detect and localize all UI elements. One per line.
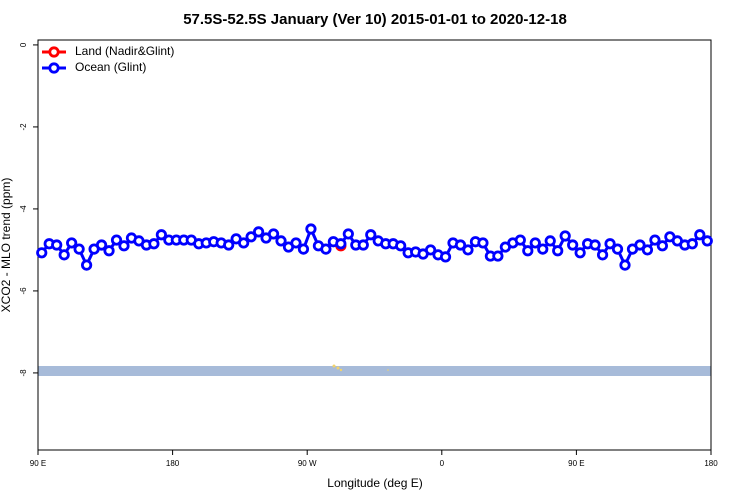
y-tick-label: -4: [19, 205, 28, 213]
data-point: [477, 237, 489, 249]
x-tick-label: 180: [166, 459, 180, 468]
data-point: [267, 228, 280, 240]
data-point: [439, 251, 452, 263]
data-point: [424, 244, 437, 256]
data-point: [275, 235, 287, 247]
data-point: [694, 229, 706, 241]
data-point: [297, 243, 310, 255]
data-point: [223, 239, 235, 251]
legend: Land (Nadir&Glint) Ocean (Glint): [42, 44, 174, 74]
chart-title: 57.5S-52.5S January (Ver 10) 2015-01-01 …: [183, 11, 567, 28]
data-point: [619, 259, 631, 271]
data-point: [462, 244, 474, 256]
legend-label: Land (Nadir&Glint): [75, 44, 174, 58]
x-tick-label: 90 E: [30, 459, 46, 468]
data-point: [454, 239, 467, 251]
data-point: [574, 247, 586, 259]
data-point: [118, 240, 130, 252]
data-point: [365, 229, 377, 241]
ocean-strip: [38, 366, 711, 376]
data-point: [148, 238, 160, 250]
x-tick-label: 90 W: [298, 459, 317, 468]
land-speck: [332, 364, 336, 368]
data-point: [686, 238, 698, 250]
data-point: [320, 243, 332, 255]
data-point: [589, 239, 601, 251]
data-point: [604, 238, 616, 250]
data-point: [73, 243, 85, 255]
data-point: [155, 229, 167, 241]
x-tick-label: 0: [440, 459, 445, 468]
data-point: [567, 239, 579, 251]
data-point: [649, 234, 661, 246]
y-tick-label: -8: [19, 369, 28, 377]
data-point: [529, 237, 541, 249]
data-point: [634, 239, 646, 251]
data-point: [290, 237, 302, 249]
data-point: [95, 239, 108, 251]
data-point: [395, 240, 407, 252]
land-speck: [336, 366, 340, 370]
legend-marker: [48, 46, 60, 58]
land-speck: [339, 368, 343, 372]
data-point: [537, 243, 549, 255]
data-point: [245, 231, 257, 243]
data-point: [641, 244, 654, 256]
data-point: [522, 245, 534, 257]
data-point: [335, 238, 347, 250]
legend-marker: [48, 62, 60, 74]
y-tick-label: 0: [19, 42, 28, 47]
x-tick-label: 90 E: [568, 459, 584, 468]
data-point: [51, 239, 63, 251]
data-point: [544, 235, 556, 247]
x-tick-label: 180: [704, 459, 718, 468]
data-point: [103, 245, 115, 257]
data-point: [596, 249, 609, 261]
land-speck: [387, 369, 389, 371]
series: [36, 223, 713, 271]
data-point: [357, 239, 369, 251]
map-strip: [38, 364, 711, 376]
data-point: [81, 259, 93, 271]
data-point: [492, 250, 504, 262]
data-point: [559, 230, 571, 242]
data-point: [66, 237, 78, 249]
data-point: [552, 245, 564, 257]
data-point: [238, 237, 250, 249]
data-point: [514, 234, 526, 246]
data-point: [656, 240, 668, 252]
data-point: [611, 243, 624, 255]
y-tick-label: -6: [19, 287, 28, 295]
legend-label: Ocean (Glint): [75, 60, 146, 74]
data-point: [342, 228, 354, 240]
y-tick-label: -2: [19, 123, 28, 131]
data-point: [58, 249, 70, 261]
y-axis-label: XCO2 - MLO trend (ppm): [0, 178, 13, 313]
data-point: [305, 223, 317, 235]
data-point: [701, 235, 713, 247]
data-point: [36, 247, 48, 259]
data-point: [252, 226, 265, 238]
x-axis-label: Longitude (deg E): [327, 476, 422, 490]
data-point: [110, 234, 123, 246]
